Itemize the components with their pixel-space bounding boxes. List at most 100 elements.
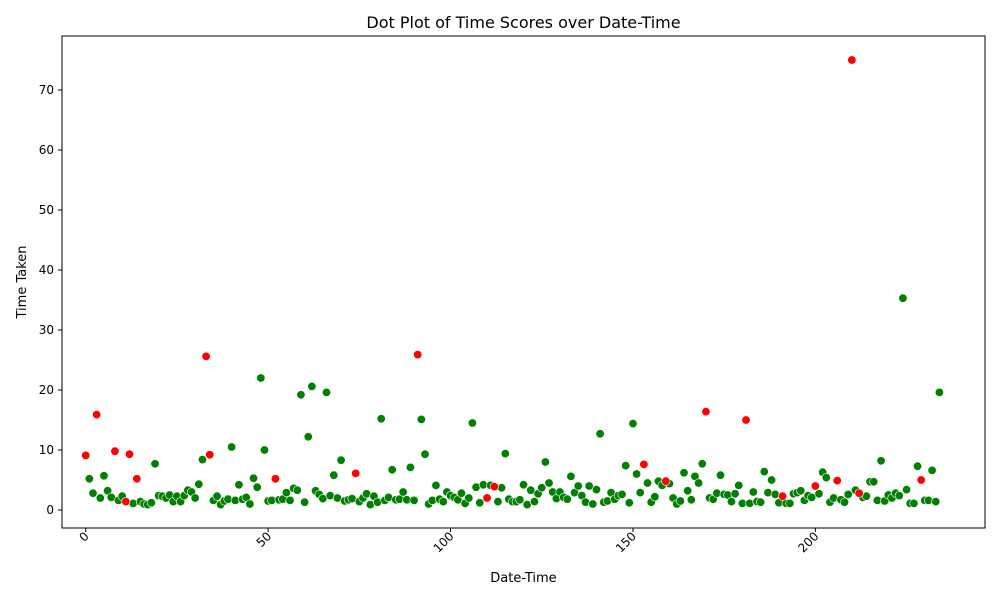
data-point-green [686,495,696,505]
data-point-green [734,480,744,490]
data-point-green [518,480,528,490]
data-point-green [431,480,441,490]
data-point-green [464,493,474,503]
data-point-green [259,445,269,455]
data-point-red [916,475,926,485]
data-point-green [252,482,262,492]
data-point-green [617,489,627,499]
y-tick-label: 70 [39,83,54,97]
data-point-green [497,483,507,493]
data-point-green [679,468,689,478]
data-point-green [595,429,605,439]
data-point-red [639,459,649,469]
data-point-green [785,498,795,508]
data-point-green [591,485,601,495]
data-point-green [650,492,660,502]
data-point-green [796,486,806,496]
data-point-green [712,488,722,498]
data-point-green [934,387,944,397]
y-axis: 0 10 20 30 40 50 60 70 [39,83,62,517]
data-point-green [515,495,525,505]
data-point-green [249,473,259,483]
data-point-green [756,497,766,507]
data-point-green [285,495,295,505]
data-point-green [697,459,707,469]
data-point-green [336,455,346,465]
data-point-green [581,497,591,507]
data-point-green [405,462,415,472]
data-point-green [683,486,693,496]
data-point-green [715,470,725,480]
data-point-green [227,442,237,452]
data-point-green [537,483,547,493]
data-point-green [212,491,222,501]
data-point-green [829,493,839,503]
data-point-green [767,475,777,485]
data-point-green [902,485,912,495]
data-point-green [898,293,908,303]
data-points [81,55,944,510]
data-point-green [303,432,313,442]
data-point-green [234,480,244,490]
x-axis-label: Date-Time [490,571,556,586]
data-point-red [110,446,120,456]
data-point-green [292,485,302,495]
data-point-green [931,497,941,507]
data-point-green [923,495,933,505]
data-point-red [121,497,131,507]
data-point-green [745,498,755,508]
data-point-red [351,468,361,478]
data-point-green [588,499,598,509]
data-point-green [843,489,853,499]
data-point-red [661,476,671,486]
data-point-green [624,498,634,508]
data-point-red [489,482,499,492]
data-point-red [832,476,842,486]
data-point-red [270,474,280,484]
y-axis-label: Time Taken [15,245,30,319]
data-point-red [810,481,820,491]
data-point-green [376,414,386,424]
data-point-green [467,418,477,428]
data-point-red [701,407,711,417]
data-point-green [621,461,631,471]
y-tick-label: 40 [39,263,54,277]
data-point-green [223,494,233,504]
data-point-red [81,450,91,460]
chart-title: Dot Plot of Time Scores over Date-Time [366,13,680,32]
data-point-green [632,469,642,479]
data-point-red [741,415,751,425]
data-point-green [876,456,886,466]
data-point-green [387,465,397,475]
data-point-green [821,473,831,483]
data-point-green [643,478,653,488]
data-point-green [927,465,937,475]
data-point-green [256,373,266,383]
data-point-red [205,450,215,460]
data-point-green [675,496,685,506]
data-point-green [456,488,466,498]
y-tick-label: 60 [39,143,54,157]
data-point-green [763,488,773,498]
data-point-green [635,488,645,498]
data-point-green [420,449,430,459]
data-point-green [894,491,904,501]
data-point-green [84,474,94,484]
data-point-green [300,497,310,507]
data-point-green [913,461,923,471]
data-point-green [909,498,919,508]
data-point-green [245,499,255,509]
data-point-green [566,471,576,481]
data-point-green [814,489,824,499]
data-point-green [540,457,550,467]
data-point-green [88,488,98,498]
data-point-green [475,498,485,508]
data-point-green [416,414,426,424]
data-point-green [840,497,850,507]
data-point-green [526,485,536,495]
data-point-green [493,497,503,507]
y-tick-label: 10 [39,443,54,457]
y-tick-label: 30 [39,323,54,337]
data-point-green [398,487,408,497]
